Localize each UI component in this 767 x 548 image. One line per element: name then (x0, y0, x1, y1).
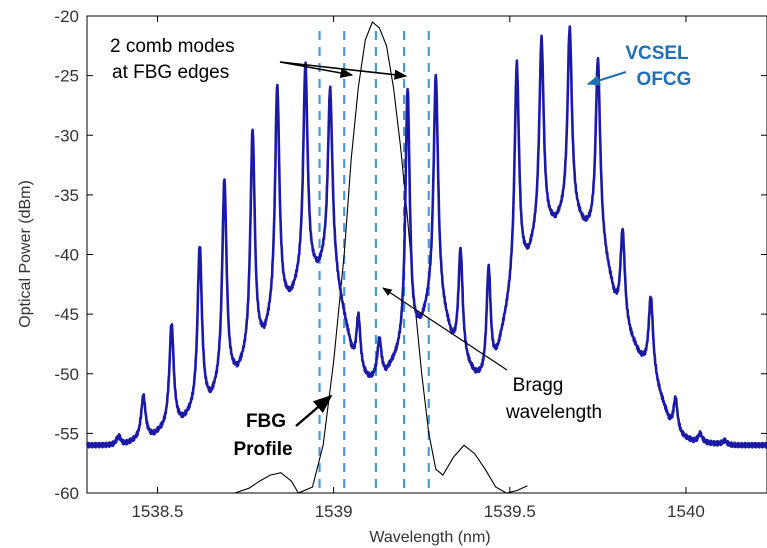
y-axis-label: Optical Power (dBm) (17, 180, 34, 328)
x-axis-label: Wavelength (nm) (369, 529, 490, 546)
annotation-bragg-line2: wavelength (505, 402, 602, 423)
x-tick-label: 1539 (315, 502, 353, 521)
y-axis-ticks: -20 -25 -30 -35 -40 -45 -50 -55 -60 (54, 7, 767, 503)
x-axis-ticks: 1538.5 1539 1539.5 1540 (131, 16, 705, 521)
annotation-comb-modes-line2: at FBG edges (112, 62, 229, 83)
vcsel-ofcg-series (85, 25, 767, 449)
fbg-profile-line (227, 21, 528, 494)
annotation-fbg-line2: Profile (233, 439, 292, 460)
x-tick-label: 1540 (667, 502, 705, 521)
y-tick-label: -25 (54, 67, 79, 86)
y-tick-label: -30 (54, 126, 79, 145)
y-tick-label: -40 (54, 246, 79, 265)
annotation-bragg: Bragg wavelength (382, 287, 602, 423)
y-tick-label: -55 (54, 424, 79, 443)
annotation-bragg-line1: Bragg (513, 375, 564, 396)
arrow-comb-left (279, 61, 354, 78)
y-tick-label: -20 (54, 7, 79, 26)
x-tick-label: 1538.5 (131, 502, 183, 521)
y-tick-label: -60 (54, 484, 79, 503)
y-tick-label: -45 (54, 305, 79, 324)
annotation-fbg-profile: FBG Profile (233, 394, 333, 460)
annotation-vcsel-line2: OFCG (637, 69, 692, 90)
x-tick-label: 1539.5 (484, 502, 536, 521)
y-tick-label: -35 (54, 186, 79, 205)
arrow-comb-right (279, 61, 408, 80)
annotation-vcsel-line1: VCSEL (625, 43, 689, 64)
vcsel-ofcg-line (85, 25, 767, 449)
arrow-fbg (295, 394, 333, 427)
annotation-vcsel-ofcg: VCSEL OFCG (586, 43, 692, 90)
fbg-profile-series (227, 21, 528, 494)
annotation-fbg-line1: FBG (246, 411, 286, 432)
plot-area (85, 15, 767, 494)
arrow-bragg (382, 287, 508, 371)
y-tick-label: -50 (54, 365, 79, 384)
annotation-comb-modes: 2 comb modes at FBG edges (110, 36, 408, 83)
arrow-vcsel (586, 70, 627, 86)
annotation-comb-modes-line1: 2 comb modes (110, 36, 235, 57)
